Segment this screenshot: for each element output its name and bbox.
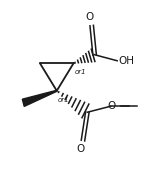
Text: O: O (107, 101, 116, 111)
Polygon shape (22, 90, 57, 106)
Text: O: O (85, 12, 93, 22)
Text: or1: or1 (57, 97, 69, 103)
Text: O: O (76, 144, 85, 154)
Text: or1: or1 (75, 69, 86, 75)
Text: OH: OH (119, 56, 135, 66)
